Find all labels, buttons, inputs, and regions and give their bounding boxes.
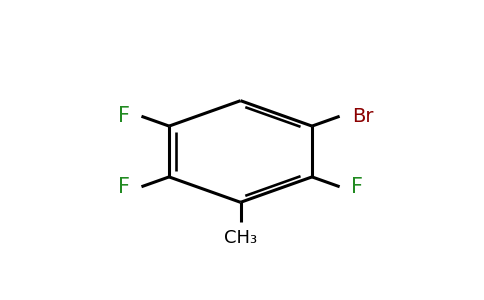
Text: CH₃: CH₃	[224, 229, 257, 247]
Text: F: F	[118, 106, 130, 126]
Text: F: F	[351, 177, 363, 197]
Text: F: F	[118, 177, 130, 197]
Text: Br: Br	[352, 107, 373, 126]
